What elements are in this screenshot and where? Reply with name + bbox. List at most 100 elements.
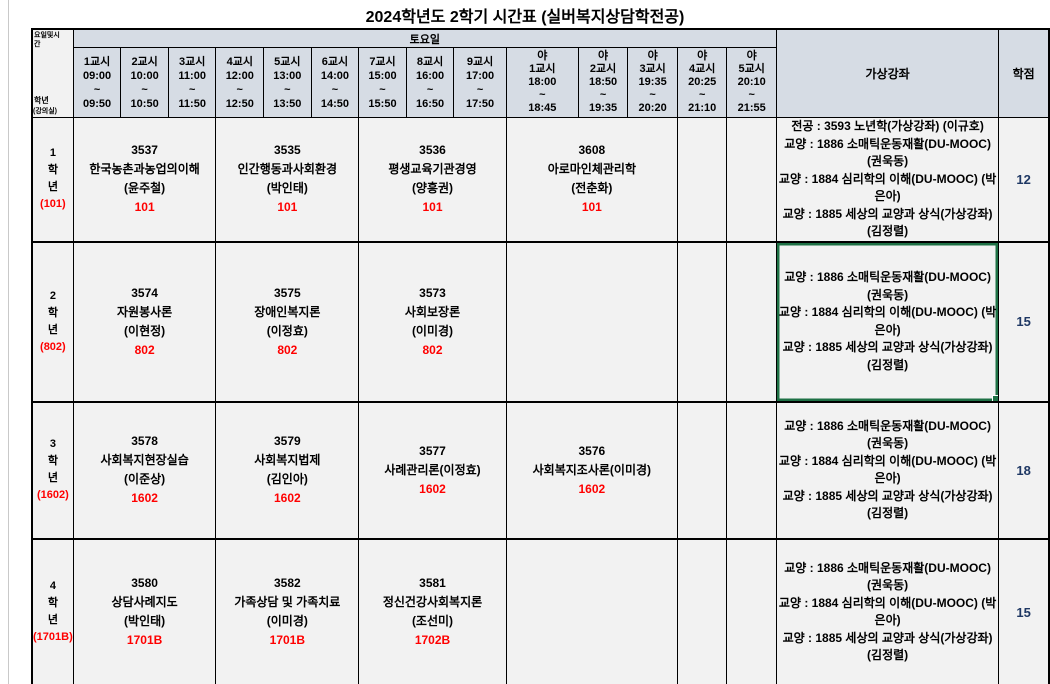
course-room: 1602 bbox=[273, 491, 301, 505]
course-code: 3573 bbox=[419, 285, 446, 300]
course-code: 3578 bbox=[131, 434, 158, 448]
course-name: 가족상담 및 가족치료 bbox=[234, 595, 341, 610]
credits-header[interactable]: 학점 bbox=[998, 28, 1050, 118]
course-code: 3577 bbox=[419, 443, 446, 458]
virtual-lectures-cell-selected[interactable]: 교양 : 1886 소매틱운동재활(DU-MOOC) (권욱동) 교양 : 18… bbox=[775, 241, 1000, 403]
credits-cell[interactable]: 18 bbox=[998, 401, 1050, 540]
course-professor: (박인태) bbox=[266, 181, 308, 196]
course-room: 802 bbox=[277, 342, 298, 357]
course-room: 802 bbox=[422, 342, 443, 357]
corner-top-label: 요일및시간 bbox=[34, 32, 60, 48]
course-cell[interactable]: 3580 상담사례지도 (박인태) 1701B bbox=[72, 538, 217, 684]
course-cell[interactable]: 3537 한국농촌과농업의이해 (윤주철) 101 bbox=[72, 117, 217, 243]
empty-cell[interactable] bbox=[505, 241, 678, 403]
diagonal-empty-cell[interactable] bbox=[676, 401, 728, 540]
course-code: 3536 bbox=[419, 143, 446, 158]
saturday-header[interactable]: 토요일 bbox=[72, 28, 777, 48]
course-room: 101 bbox=[422, 200, 443, 215]
course-code: 3580 bbox=[131, 576, 158, 591]
period-header-day-8[interactable]: 8교시 16:00 ~16:50 bbox=[405, 47, 455, 118]
grade-2-label-cell[interactable]: 2 학 년 (802) bbox=[31, 241, 74, 403]
course-name: 자원봉사론 bbox=[117, 304, 173, 319]
period-header-night-2[interactable]: 야 2교시 18:50 ~19:35 bbox=[577, 47, 629, 118]
period-header-night-1[interactable]: 야 1교시 18:00 ~18:45 bbox=[505, 47, 579, 118]
course-code: 3575 bbox=[273, 285, 301, 300]
course-cell[interactable]: 3574 자원봉사론 (이현정) 802 bbox=[72, 241, 217, 403]
course-cell[interactable]: 3608 아로마인체관리학 (전춘화) 101 bbox=[505, 117, 678, 243]
virtual-lectures-header[interactable]: 가상강좌 bbox=[775, 28, 1000, 118]
empty-cell[interactable] bbox=[505, 538, 678, 684]
course-cell[interactable]: 3576 사회복지조사론(이미경) 1602 bbox=[505, 401, 678, 540]
grade-4-label-cell[interactable]: 4 학 년 (1701B) bbox=[31, 538, 74, 684]
course-cell[interactable]: 3575 장애인복지론 (이정효) 802 bbox=[215, 241, 360, 403]
course-name: 사례관리론(이정효) bbox=[384, 462, 481, 477]
corner-room-label: (강의실) bbox=[33, 108, 57, 115]
course-cell[interactable]: 3581 정신건강사회복지론 (조선미) 1702B bbox=[358, 538, 507, 684]
course-professor: (양흥권) bbox=[411, 181, 454, 196]
virtual-entry: 교양 : 1886 소매틱운동재활(DU-MOOC) (권욱동) bbox=[784, 418, 991, 451]
virtual-entry: 교양 : 1886 소매틱운동재활(DU-MOOC) (권욱동) bbox=[784, 560, 991, 593]
period-header-day-5[interactable]: 5교시 13:00 ~13:50 bbox=[263, 47, 312, 118]
virtual-lectures-cell[interactable]: 교양 : 1886 소매틱운동재활(DU-MOOC) (권욱동) 교양 : 18… bbox=[775, 401, 1000, 540]
course-cell[interactable]: 3573 사회보장론 (이미경) 802 bbox=[358, 241, 507, 403]
period-header-night-5[interactable]: 야 5교시 20:10 ~21:55 bbox=[726, 47, 777, 118]
virtual-lectures-cell[interactable]: 전공 : 3593 노년학(가상강좌) (이규호) 교양 : 1886 소매틱운… bbox=[775, 117, 1000, 243]
course-name: 정신건강사회복지론 bbox=[382, 595, 483, 610]
period-header-day-6[interactable]: 6교시 14:00 ~14:50 bbox=[310, 47, 360, 118]
credits-cell[interactable]: 15 bbox=[998, 538, 1050, 684]
virtual-entry: 교양 : 1885 세상의 교양과 상식(가상강좌) (김정렬) bbox=[782, 340, 993, 372]
diagonal-empty-cell[interactable] bbox=[726, 117, 777, 243]
sheet-margin-line bbox=[8, 0, 9, 684]
diagonal-empty-cell[interactable] bbox=[676, 538, 728, 684]
course-professor: (이미경) bbox=[266, 614, 308, 629]
period-header-day-7[interactable]: 7교시 15:00 ~15:50 bbox=[358, 47, 407, 118]
diagonal-empty-cell[interactable] bbox=[726, 538, 777, 684]
grade-1-label-cell[interactable]: 1 학 년 (101) bbox=[31, 117, 74, 243]
period-header-night-4[interactable]: 야 4교시 20:25 ~21:10 bbox=[676, 47, 728, 118]
diagonal-empty-cell[interactable] bbox=[726, 401, 777, 540]
credits-cell[interactable]: 12 bbox=[998, 117, 1050, 243]
course-name: 사회복지조사론(이미경) bbox=[532, 462, 652, 477]
course-code: 3579 bbox=[273, 434, 301, 448]
course-professor: (김인아) bbox=[266, 472, 308, 486]
course-room: 101 bbox=[581, 200, 602, 215]
course-cell[interactable]: 3577 사례관리론(이정효) 1602 bbox=[358, 401, 507, 540]
credits-cell[interactable]: 15 bbox=[998, 241, 1050, 403]
selection-fill-handle[interactable] bbox=[992, 394, 998, 400]
course-room: 101 bbox=[277, 200, 298, 215]
diagonal-empty-cell[interactable] bbox=[676, 117, 728, 243]
diagonal-empty-cell[interactable] bbox=[676, 241, 728, 403]
diagonal-empty-cell[interactable] bbox=[726, 241, 777, 403]
course-room: 101 bbox=[134, 200, 155, 215]
course-cell[interactable]: 3579 사회복지법제 (김인아) 1602 bbox=[215, 401, 360, 540]
virtual-entry: 교양 : 1885 세상의 교양과 상식(가상강좌) (김정렬) bbox=[782, 206, 993, 239]
course-professor: (이현정) bbox=[124, 323, 166, 338]
period-header-night-3[interactable]: 야 3교시 19:35 ~20:20 bbox=[627, 47, 678, 118]
grade-3-label-cell[interactable]: 3 학 년 (1602) bbox=[31, 401, 74, 540]
period-header-day-1[interactable]: 1교시 09:00 ~09:50 bbox=[72, 47, 122, 118]
period-header-day-2[interactable]: 2교시 10:00 ~10:50 bbox=[120, 47, 169, 118]
course-name: 장애인복지론 bbox=[254, 304, 321, 319]
corner-cell[interactable]: 요일및시간 학년 (강의실) bbox=[31, 28, 74, 118]
course-cell[interactable]: 3578 사회복지현장실습 (이준상) 1602 bbox=[72, 401, 217, 540]
virtual-entry: 전공 : 3593 노년학(가상강좌) (이규호) bbox=[791, 119, 984, 133]
virtual-entry: 교양 : 1886 소매틱운동재활(DU-MOOC) (권욱동) bbox=[784, 136, 991, 169]
course-professor: (조선미) bbox=[411, 614, 454, 629]
course-name: 상담사례지도 bbox=[111, 595, 178, 610]
course-room: 1701B bbox=[269, 633, 306, 648]
period-header-day-9[interactable]: 9교시 17:00 ~17:50 bbox=[453, 47, 507, 118]
course-room: 1602 bbox=[419, 481, 446, 496]
period-header-day-4[interactable]: 4교시 12:00 ~12:50 bbox=[215, 47, 265, 118]
virtual-entry: 교양 : 1884 심리학의 이해(DU-MOOC) (박은아) bbox=[778, 595, 997, 628]
course-cell[interactable]: 3536 평생교육기관경영 (양흥권) 101 bbox=[358, 117, 507, 243]
course-professor: (윤주철) bbox=[124, 181, 166, 196]
period-header-day-3[interactable]: 3교시 11:00 ~11:50 bbox=[167, 47, 217, 118]
course-room: 1602 bbox=[131, 491, 158, 505]
corner-grade-label: 학년 bbox=[34, 96, 49, 105]
virtual-entry: 교양 : 1886 소매틱운동재활(DU-MOOC) (권욱동) bbox=[784, 270, 991, 302]
course-cell[interactable]: 3535 인간행동과사회환경 (박인태) 101 bbox=[215, 117, 360, 243]
virtual-lectures-cell[interactable]: 교양 : 1886 소매틱운동재활(DU-MOOC) (권욱동) 교양 : 18… bbox=[775, 538, 1000, 684]
course-room: 802 bbox=[134, 342, 155, 357]
course-cell[interactable]: 3582 가족상담 및 가족치료 (이미경) 1701B bbox=[215, 538, 360, 684]
course-name: 사회보장론 bbox=[404, 304, 461, 319]
